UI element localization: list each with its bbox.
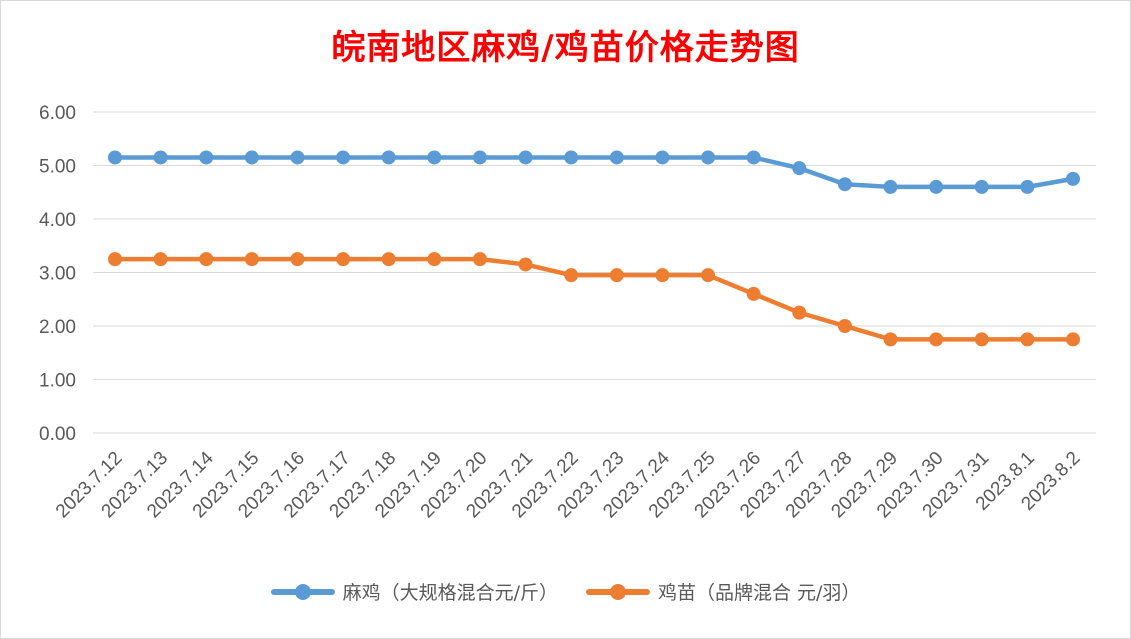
data-point	[336, 252, 351, 267]
data-point	[244, 252, 259, 267]
legend-swatch-orange	[585, 583, 650, 600]
data-point	[564, 150, 579, 165]
data-point	[655, 268, 670, 283]
y-tick-label: 4.00	[39, 210, 76, 231]
y-axis-ticks: 0.00 1.00 2.00 3.00 4.00 5.00 6.00	[39, 103, 76, 445]
gridlines	[93, 111, 1096, 434]
chart-title: 皖南地区麻鸡/鸡苗价格走势图	[331, 28, 800, 68]
data-point	[974, 332, 989, 347]
data-point	[609, 150, 624, 165]
y-tick-label: 0.00	[39, 424, 76, 445]
data-point	[381, 150, 396, 165]
series-line	[112, 256, 1076, 342]
data-point	[701, 268, 716, 283]
data-point	[244, 150, 259, 165]
data-point	[701, 150, 716, 165]
data-point	[837, 319, 852, 333]
data-point	[518, 257, 533, 272]
y-tick-label: 5.00	[39, 157, 76, 178]
legend: 麻鸡（大规格混合元/斤） 鸡苗（品牌混合 元/羽）	[0, 578, 1131, 605]
data-point	[1020, 332, 1035, 347]
data-point	[746, 286, 761, 301]
data-point	[974, 179, 989, 194]
y-tick-label: 6.00	[39, 103, 76, 124]
legend-swatch-blue	[270, 583, 335, 600]
data-point	[427, 150, 442, 165]
data-point	[655, 150, 670, 165]
data-point	[792, 161, 807, 176]
series-lines	[108, 150, 1080, 347]
series-1	[108, 252, 1080, 347]
data-point	[929, 179, 944, 194]
data-point	[290, 252, 305, 267]
data-point	[290, 150, 305, 165]
data-point	[199, 252, 214, 267]
data-point	[564, 268, 579, 283]
data-point	[427, 252, 442, 267]
data-point	[472, 150, 487, 165]
data-point	[381, 252, 396, 267]
data-point	[153, 252, 168, 267]
data-point	[837, 177, 852, 192]
legend-label: 麻鸡（大规格混合元/斤）	[342, 582, 558, 604]
data-point	[883, 179, 898, 194]
data-point	[929, 332, 944, 347]
data-point	[153, 150, 168, 165]
series-line	[112, 155, 1076, 190]
data-point	[518, 150, 533, 165]
data-point	[1066, 332, 1080, 347]
data-point	[1020, 179, 1035, 194]
series-0	[108, 150, 1080, 194]
data-point	[1066, 171, 1080, 186]
data-point	[108, 150, 122, 165]
x-axis-ticks: 2023.7.122023.7.132023.7.142023.7.152023…	[52, 447, 1085, 522]
data-point	[199, 150, 214, 165]
legend-item-majiu: 麻鸡（大规格混合元/斤）	[270, 578, 558, 605]
legend-label: 鸡苗（品牌混合 元/羽）	[657, 582, 861, 604]
data-point	[746, 150, 761, 165]
data-point	[883, 332, 898, 347]
y-tick-label: 1.00	[39, 371, 76, 392]
y-tick-label: 2.00	[39, 317, 76, 338]
data-point	[472, 252, 487, 267]
legend-item-jimiao: 鸡苗（品牌混合 元/羽）	[585, 578, 861, 605]
data-point	[336, 150, 351, 165]
data-point	[792, 305, 807, 320]
data-point	[609, 268, 624, 283]
data-point	[108, 252, 122, 267]
y-tick-label: 3.00	[39, 264, 76, 285]
